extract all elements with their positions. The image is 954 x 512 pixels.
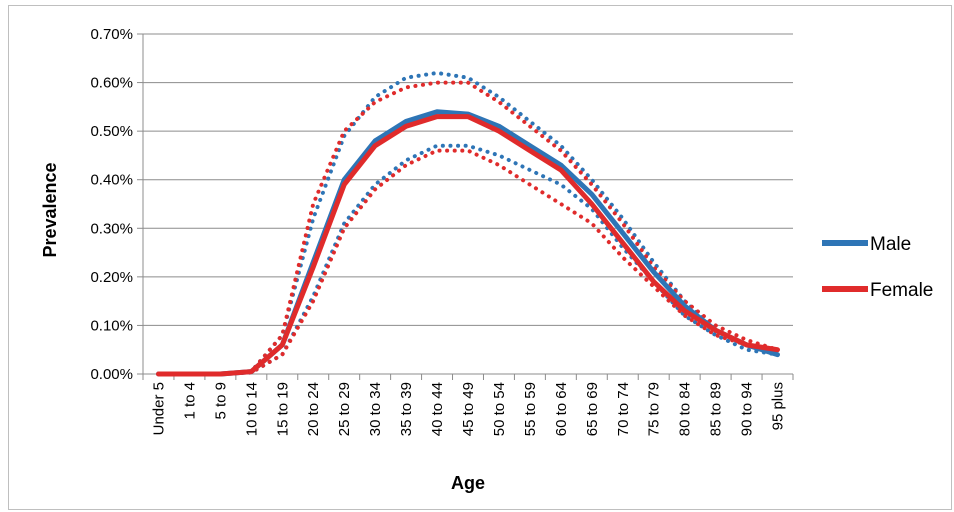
- legend: Male Female: [822, 234, 933, 301]
- x-tick-label: 45 to 49: [460, 382, 477, 436]
- y-tick-label: 0.10%: [90, 317, 133, 334]
- axes: [142, 34, 794, 380]
- x-tick-label: 35 to 39: [398, 382, 415, 436]
- y-tick-label: 0.70%: [90, 26, 133, 43]
- x-tick-label: 60 to 64: [553, 382, 570, 436]
- x-tick-label: 55 to 59: [522, 382, 539, 436]
- legend-label-female: Female: [870, 280, 933, 301]
- y-axis-title: Prevalence: [40, 162, 60, 257]
- female-line: [156, 114, 780, 377]
- x-tick-label: 40 to 44: [429, 382, 446, 436]
- y-tick-label: 0.60%: [90, 75, 133, 92]
- x-tick-label: 75 to 79: [646, 382, 663, 436]
- y-tick-label: 0.40%: [90, 172, 133, 189]
- bound-3-dotted-line: [156, 80, 780, 376]
- x-tick-label: Under 5: [150, 382, 167, 435]
- y-tick-label: 0.50%: [90, 123, 133, 140]
- x-tick-label: 15 to 19: [274, 382, 291, 436]
- x-tick-label: 50 to 54: [491, 382, 508, 436]
- x-tick-label: 25 to 29: [336, 382, 353, 436]
- legend-label-male: Male: [870, 234, 911, 255]
- y-tick-label: 0.20%: [90, 269, 133, 286]
- x-tick-label: 30 to 34: [367, 382, 384, 436]
- chart-frame: [8, 5, 952, 510]
- bound-2-dotted-line: [156, 70, 780, 376]
- bound-5-dotted-line: [156, 148, 780, 376]
- x-tick-label: 70 to 74: [615, 382, 632, 436]
- x-tick-label: 95 plus: [770, 382, 787, 430]
- y-tick-labels: 0.00% 0.10% 0.20% 0.30% 0.40% 0.50% 0.60% 0.70%: [90, 26, 133, 383]
- x-tick-label: 20 to 24: [305, 382, 322, 436]
- x-tick-label: 10 to 14: [243, 382, 260, 436]
- x-tick-label: 80 to 84: [677, 382, 694, 436]
- x-tick-label: 5 to 9: [212, 382, 229, 420]
- x-tick-label: 90 to 94: [739, 382, 756, 436]
- x-tick-label: 85 to 89: [708, 382, 725, 436]
- x-tick-label: 1 to 4: [181, 382, 198, 420]
- y-tick-label: 0.30%: [90, 220, 133, 237]
- x-tick-labels: Under 5 1 to 4 5 to 9 10 to 14 15 to 19 20 to…: [150, 382, 786, 436]
- y-tick-label: 0.00%: [90, 366, 133, 383]
- x-axis-title: Age: [451, 473, 485, 493]
- series-lines: [156, 70, 780, 377]
- x-tick-label: 65 to 69: [584, 382, 601, 436]
